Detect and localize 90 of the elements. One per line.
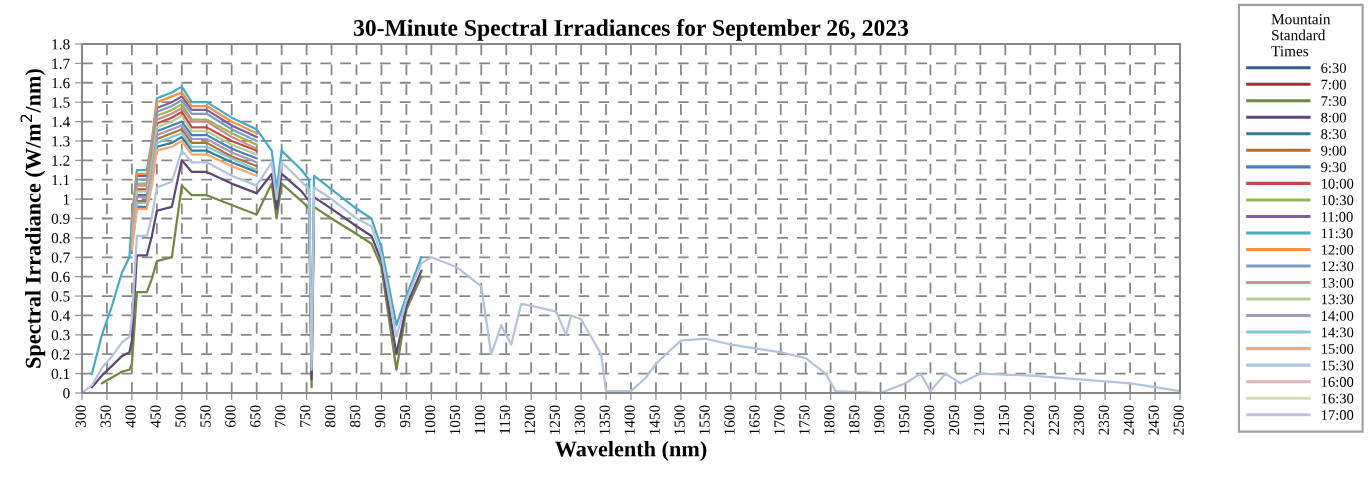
y-tick-label: 1.6 (52, 77, 70, 89)
x-tick-label: 1350 (599, 405, 610, 435)
y-tick-label: 1.7 (52, 58, 70, 69)
legend-label: 10:00 (1321, 178, 1354, 189)
x-tick-label: 600 (225, 405, 236, 428)
legend-label: 6:30 (1321, 63, 1346, 74)
x-tick-label: 1050 (449, 405, 461, 435)
legend-label: 9:30 (1321, 162, 1346, 173)
x-tick-label: 1400 (624, 405, 635, 435)
x-tick-label: 1800 (824, 405, 835, 435)
chart-title: 30-Minute Spectral Irradiances for September 26, 2023 (353, 19, 909, 41)
y-tick-label: 0.6 (51, 271, 70, 283)
x-tick-label: 550 (200, 405, 211, 427)
x-tick-label: 2500 (1173, 405, 1184, 435)
x-tick-label: 400 (125, 405, 136, 428)
y-tick-label: 1.5 (52, 97, 70, 108)
x-tick-label: 1700 (774, 405, 785, 435)
y-tick-label: 0.5 (51, 291, 70, 302)
legend-label: 8:30 (1321, 129, 1346, 140)
legend-label: 17:00 (1321, 410, 1354, 421)
x-tick-label: 450 (150, 405, 161, 428)
y-tick-label: 0.3 (51, 329, 70, 341)
x-tick-label: 300 (75, 405, 86, 427)
legend-label: 10:30 (1321, 195, 1354, 206)
y-tick-label: 1.2 (52, 155, 70, 166)
x-tick-label: 2150 (998, 405, 1010, 435)
y-tick-label: 0.1 (51, 368, 70, 380)
legend-label: 16:00 (1321, 377, 1354, 387)
x-tick-label: 2400 (1123, 405, 1134, 435)
x-tick-label: 650 (250, 405, 261, 428)
y-tick-label: 1.3 (52, 136, 70, 147)
legend-label: 16:30 (1321, 393, 1354, 404)
y-tick-label: 0.4 (51, 310, 70, 321)
legend-label: 11:30 (1321, 228, 1353, 239)
y-tick-label: 0.9 (51, 213, 70, 225)
x-tick-label: 1500 (674, 405, 685, 435)
legend-label: 14:00 (1321, 310, 1354, 321)
y-axis-title: Spectral Irradiance (W/m$^{2}$/nm) (20, 69, 46, 368)
x-tick-label: 2100 (973, 405, 985, 435)
x-tick-label: 1650 (749, 405, 760, 435)
legend-label: 14:30 (1321, 327, 1354, 338)
legend-label: 15:00 (1321, 344, 1354, 354)
x-tick-label: 1600 (724, 405, 735, 435)
x-tick-label: 1000 (424, 405, 436, 435)
x-tick-label: 500 (175, 405, 186, 427)
x-tick-label: 1250 (549, 405, 560, 435)
x-tick-label: 2000 (923, 405, 935, 435)
x-tick-label: 750 (300, 405, 311, 427)
x-tick-label: 1900 (874, 405, 885, 435)
x-tick-label: 1550 (699, 405, 710, 435)
legend-label: 12:00 (1321, 244, 1354, 255)
x-tick-label: 1750 (799, 405, 810, 435)
x-tick-label: 2250 (1048, 405, 1060, 435)
x-axis-title: Wavelenth (nm) (555, 440, 707, 462)
y-tick-label: 0.8 (51, 233, 70, 244)
x-tick-label: 1850 (849, 405, 860, 435)
x-tick-label: 950 (399, 405, 411, 428)
x-tick-label: 1950 (899, 405, 910, 435)
y-tick-label: 1 (63, 194, 70, 205)
x-tick-label: 2450 (1148, 405, 1159, 435)
y-tick-label: 0.7 (51, 252, 70, 263)
legend-title: Mountain Standard Times (1271, 14, 1331, 57)
x-tick-label: 1200 (524, 405, 536, 435)
y-tick-label: 0.2 (51, 349, 70, 360)
x-tick-label: 2200 (1023, 405, 1035, 435)
x-tick-label: 350 (100, 405, 111, 427)
x-tick-label: 1100 (474, 405, 486, 434)
legend-label: 15:30 (1321, 360, 1354, 371)
y-tick-label: 0 (63, 388, 70, 399)
legend-label: 7:00 (1321, 79, 1346, 90)
x-tick-label: 2300 (1073, 405, 1085, 435)
x-tick-label: 2350 (1098, 405, 1109, 435)
y-tick-label: 1.1 (52, 174, 70, 186)
x-tick-label: 800 (325, 405, 336, 428)
x-tick-label: 1150 (499, 405, 511, 434)
legend-label: 7:30 (1321, 96, 1346, 107)
x-tick-label: 2050 (948, 405, 960, 435)
x-tick-label: 900 (374, 405, 386, 428)
x-tick-label: 700 (275, 405, 286, 427)
x-tick-label: 1450 (649, 405, 660, 435)
x-tick-label: 1300 (574, 405, 585, 435)
legend-label: 9:00 (1321, 145, 1346, 156)
y-tick-label: 1.4 (52, 116, 70, 128)
legend-label: 13:30 (1321, 294, 1354, 305)
y-tick-label: 1.8 (52, 39, 70, 50)
legend-label: 8:00 (1321, 112, 1346, 123)
legend-label: 12:30 (1321, 261, 1354, 272)
x-tick-label: 850 (350, 405, 361, 428)
legend-label: 13:00 (1321, 277, 1354, 288)
legend-label: 11:00 (1321, 211, 1353, 222)
